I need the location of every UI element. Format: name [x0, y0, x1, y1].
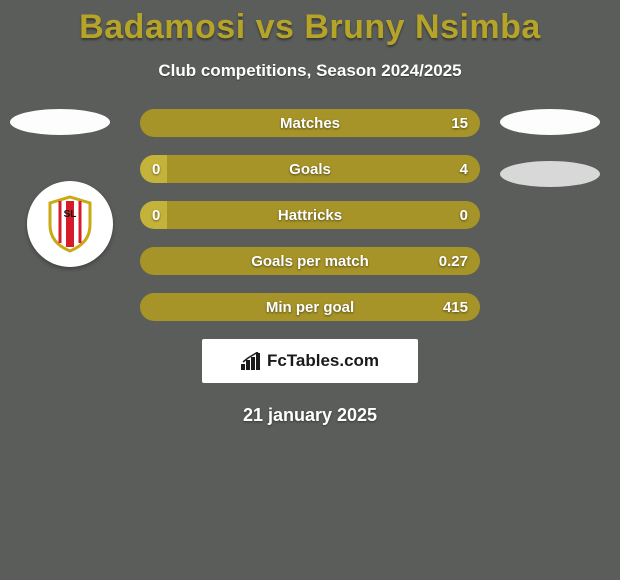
bar-right-value: 0.27 [439, 253, 468, 270]
bar-label: Matches [280, 115, 340, 132]
bar-right-value: 415 [443, 299, 468, 316]
bar-label: Hattricks [278, 207, 342, 224]
branding-badge: FcTables.com [202, 339, 418, 383]
bar-right-value: 0 [460, 207, 468, 224]
page-title: Badamosi vs Bruny Nsimba [0, 0, 620, 47]
stat-bar-goals: 0 Goals 4 [140, 155, 480, 183]
player-left-placeholder-1 [10, 109, 110, 135]
subtitle: Club competitions, Season 2024/2025 [0, 61, 620, 81]
stat-bar-goals-per-match: Goals per match 0.27 [140, 247, 480, 275]
bar-right-value: 4 [460, 161, 468, 178]
svg-text:SL: SL [64, 209, 77, 220]
stat-bars: Matches 15 0 Goals 4 0 Hattricks 0 Goals per mat… [140, 109, 480, 321]
stat-bar-hattricks: 0 Hattricks 0 [140, 201, 480, 229]
date-label: 21 january 2025 [10, 405, 610, 426]
bar-label: Goals per match [251, 253, 369, 270]
branding-text: FcTables.com [267, 351, 379, 371]
shield-icon: SL [46, 195, 94, 253]
bar-label: Min per goal [266, 299, 354, 316]
bar-right-value: 15 [451, 115, 468, 132]
bar-left-value: 0 [152, 161, 160, 178]
player-right-placeholder-2 [500, 161, 600, 187]
chart-icon [241, 352, 263, 370]
stat-bar-matches: Matches 15 [140, 109, 480, 137]
comparison-content: SL Matches 15 0 Goals 4 0 Hattricks 0 Goals per … [0, 109, 620, 426]
player-right-placeholder-1 [500, 109, 600, 135]
club-crest-left: SL [27, 181, 113, 267]
bar-left-value: 0 [152, 207, 160, 224]
stat-bar-min-per-goal: Min per goal 415 [140, 293, 480, 321]
bar-label: Goals [289, 161, 331, 178]
